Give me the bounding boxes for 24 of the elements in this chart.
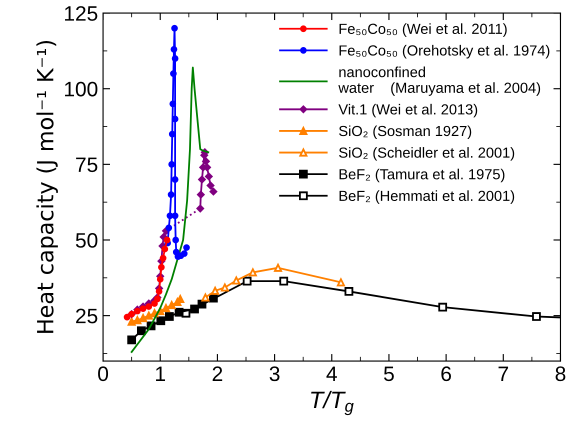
x-tick-label: 2 xyxy=(212,366,222,381)
x-tick-label: 8 xyxy=(556,366,566,382)
y-tick-label: 125 xyxy=(65,6,98,21)
legend-label: Fe₅₀Co₅₀ (Wei et al. 2011) xyxy=(340,23,507,37)
legend-label: SiO₂ (Sosman 1927) xyxy=(339,125,472,140)
legend-label: nanoconfined water (Maruyama et al. 2004) xyxy=(338,66,540,96)
x-tick-label: 4 xyxy=(326,366,337,381)
x-tick-label: 1 xyxy=(156,366,166,381)
y-tick-label: 75 xyxy=(76,158,98,172)
x-axis-title: T/T$_{g}$ xyxy=(311,390,354,416)
y-axis-title: Heat capacity (J mol⁻¹ K⁻¹) xyxy=(36,40,58,333)
y-tick-label: 25 xyxy=(76,308,98,324)
legend-label: Vit.1 (Wei et al. 2013) xyxy=(338,104,478,118)
x-tick-label: 7 xyxy=(498,366,508,381)
x-tick-label: 6 xyxy=(441,366,451,382)
legend-label: BeF₂ (Tamura et al. 1975) xyxy=(340,168,504,182)
x-tick-label: 3 xyxy=(270,366,280,382)
x-tick-label: 5 xyxy=(384,366,394,382)
legend-label: SiO₂ (Scheidler et al. 2001) xyxy=(339,147,514,161)
legend-label: Fe₅₀Co₅₀ (Orehotsky et al. 1974) xyxy=(340,44,550,58)
legend-label: BeF₂ (Hemmati et al. 2001) xyxy=(340,190,514,204)
y-tick-label: 50 xyxy=(76,232,98,248)
x-tick-label: 0 xyxy=(98,366,108,382)
y-tick-label: 100 xyxy=(65,82,98,96)
